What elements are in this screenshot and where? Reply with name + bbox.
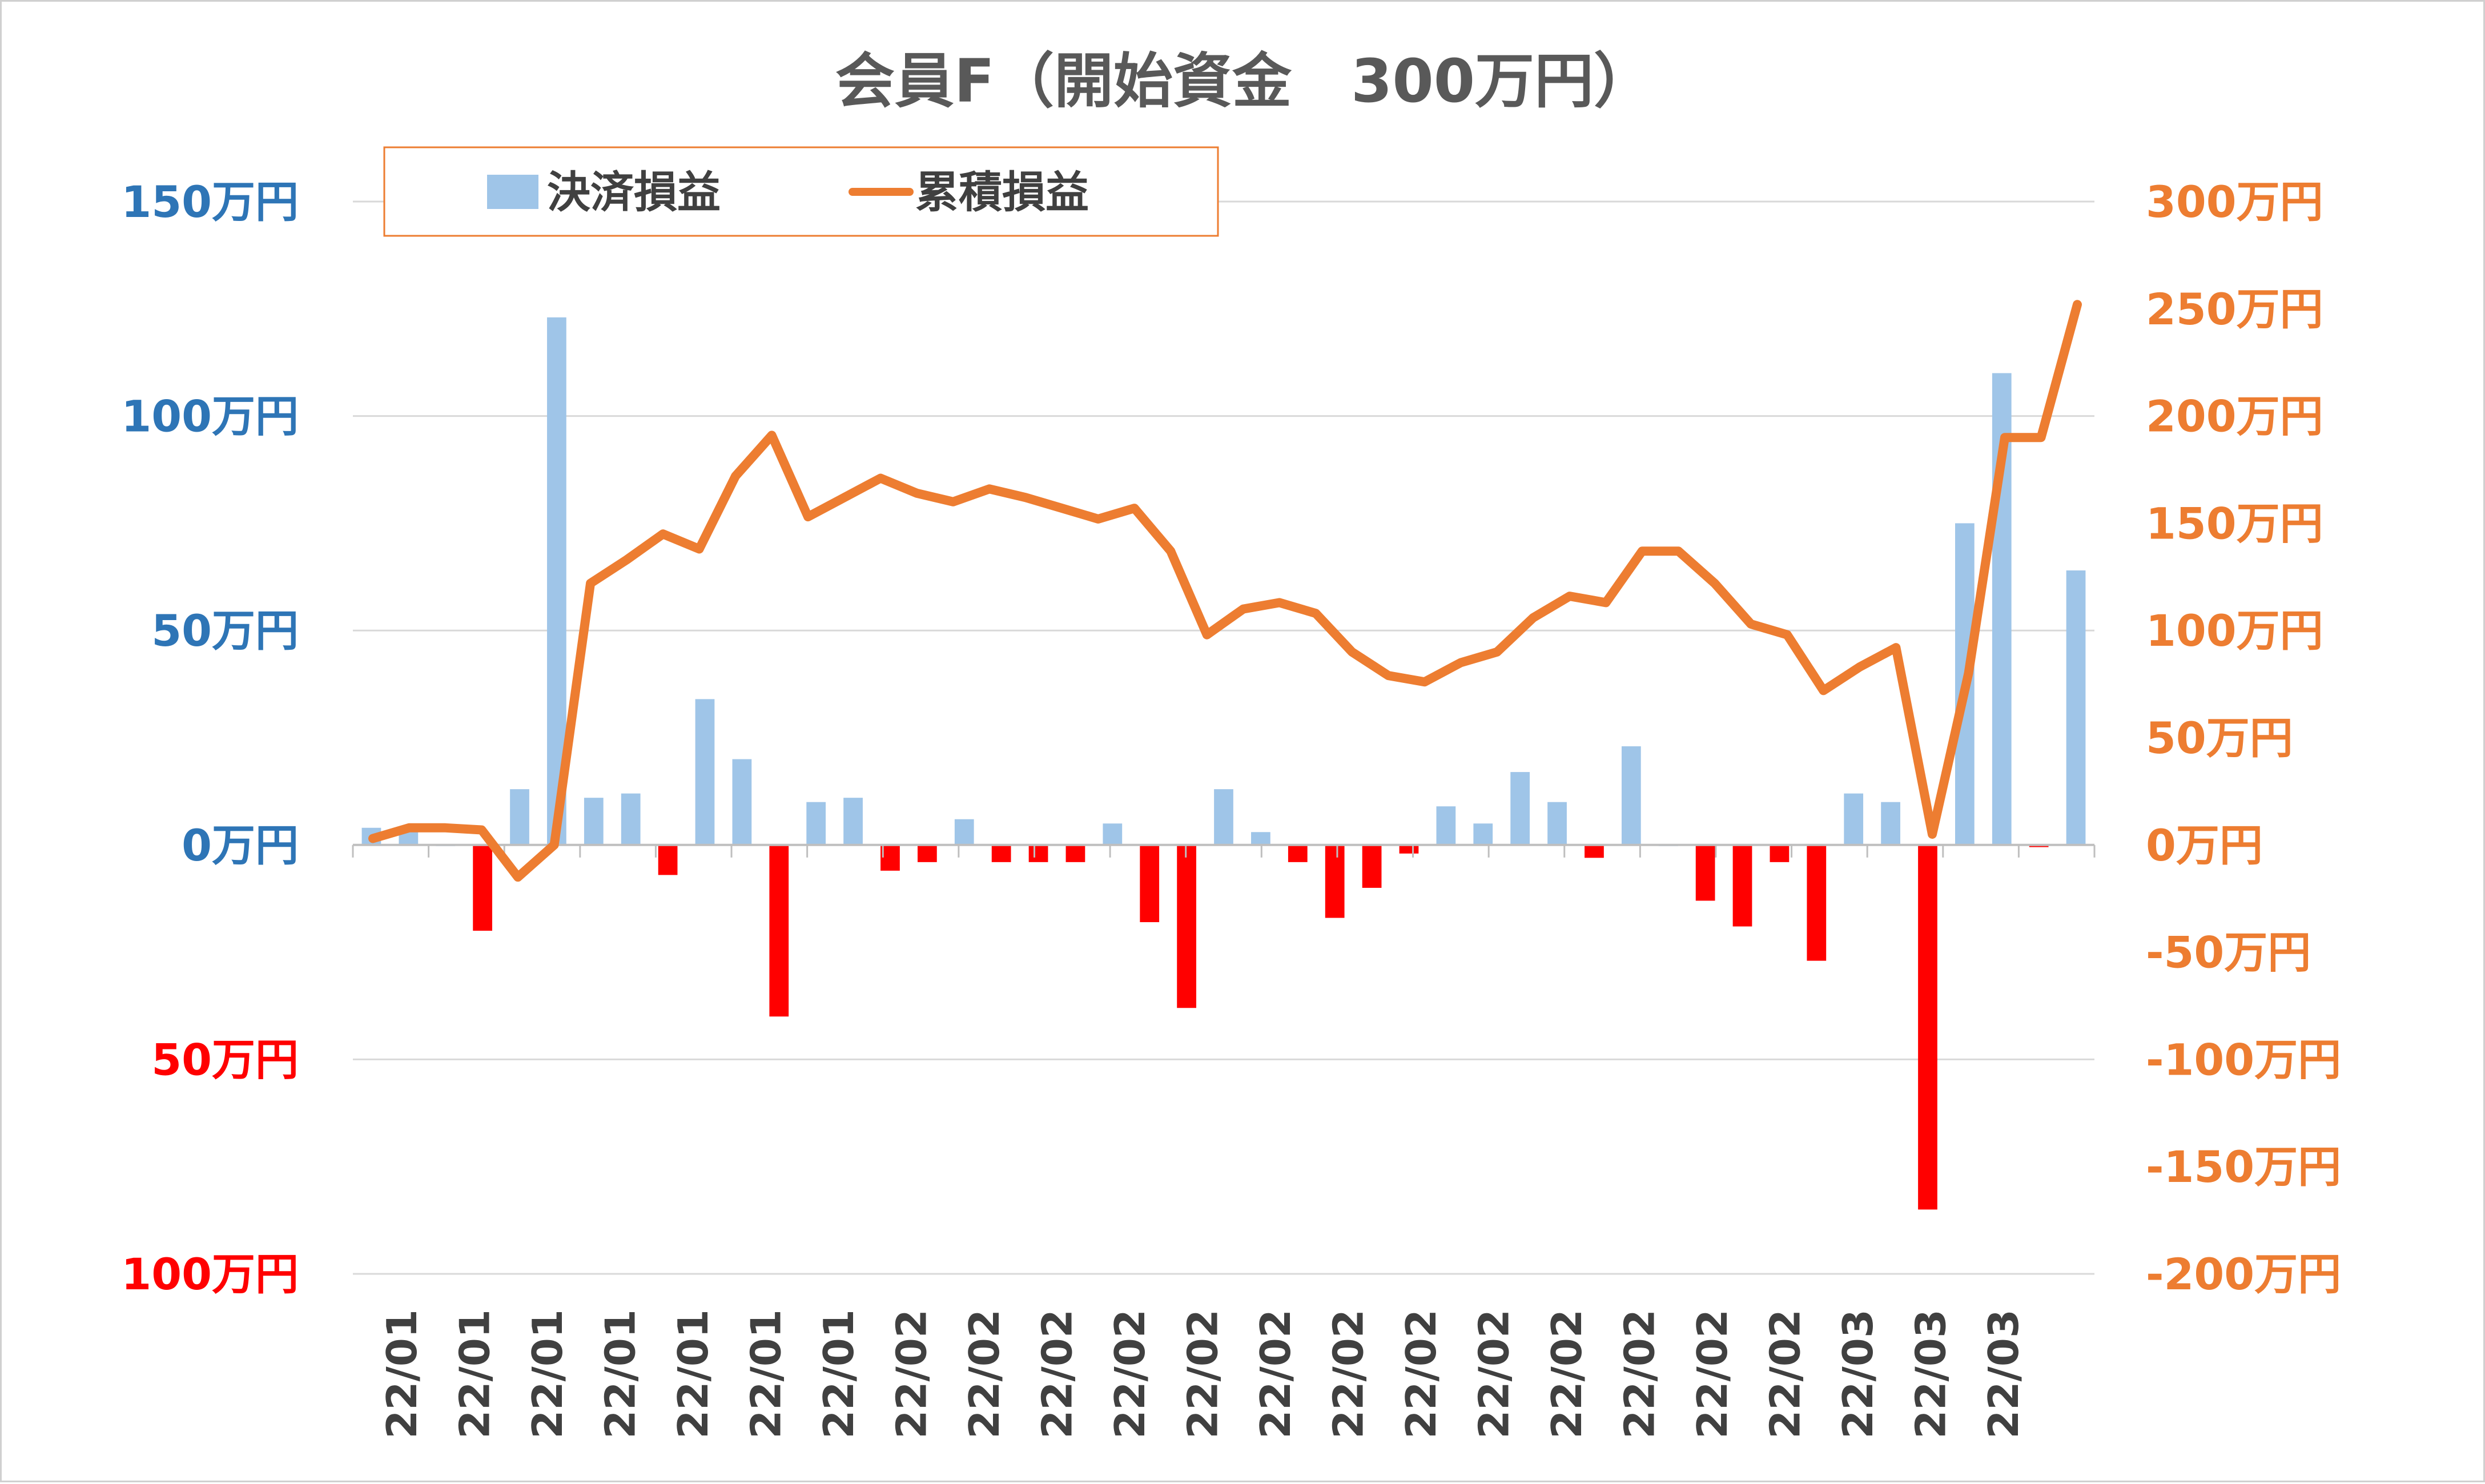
x-tick-label: 22/01 [742,1309,790,1439]
bar [1177,844,1196,1008]
x-tick-label: 22/02 [888,1309,936,1439]
left-tick-label: 150万円 [121,176,299,227]
bar [1251,832,1270,845]
left-tick-label: 50万円 [151,1034,299,1085]
left-axis-ticks: 150万円 100万円 50万円 0万円 50万円 100万円 [121,176,299,1300]
x-tick-label: 22/01 [378,1309,426,1439]
bar [510,789,529,845]
bar [991,844,1011,862]
right-tick-label: 300万円 [2146,176,2323,227]
bar [917,844,937,862]
bar [399,832,419,845]
right-tick-label: -150万円 [2146,1141,2341,1192]
x-tick-label: 22/02 [1397,1309,1445,1439]
left-tick-label: 100万円 [121,1249,299,1300]
right-tick-label: 150万円 [2146,498,2323,549]
chart-title: 会員F（開始資金 300万円） [835,46,1653,116]
bar [695,699,715,845]
cumulative-line [368,300,2082,882]
left-tick-label: 100万円 [121,391,299,442]
bar [1325,844,1345,918]
right-tick-label: 0万円 [2146,820,2263,871]
bar [1510,772,1530,845]
bar [584,798,604,845]
x-tick-label: 22/02 [960,1309,1008,1439]
bar [1065,844,1085,862]
bar [1473,823,1493,845]
x-axis-ticks: 22/01 22/01 22/01 22/01 22/01 22/01 22/01 22/02… [378,1309,2028,1439]
left-tick-label: 0万円 [182,820,299,871]
x-tick-label: 22/02 [1616,1309,1664,1439]
bar [1881,802,1900,845]
bar [1028,844,1048,862]
bar [1770,844,1790,862]
line-series [368,300,2082,882]
left-tick-label: 50万円 [151,605,299,656]
bar-series [361,317,2086,1210]
x-tick-label: 22/02 [1688,1309,1736,1439]
legend-label-bar: 決済損益 [547,167,721,218]
x-tick-label: 22/01 [669,1309,717,1439]
bar [1399,844,1419,854]
right-tick-label: 250万円 [2146,284,2323,335]
bar [1621,746,1641,845]
x-tick-label: 22/02 [1325,1309,1373,1439]
bar [1807,844,1827,961]
x-tick-label: 22/02 [1034,1309,1081,1439]
x-tick-label: 22/02 [1106,1309,1154,1439]
bar [1103,823,1123,845]
bar [732,759,752,845]
bar [2066,570,2086,845]
bar [954,819,974,845]
bar [1362,844,1382,888]
x-tick-label: 22/03 [1834,1309,1882,1439]
right-tick-label: -100万円 [2146,1034,2341,1085]
bar [1436,806,1456,845]
bar [1214,789,1233,845]
axes [352,843,2096,858]
bar [621,793,641,845]
bar [806,802,826,845]
right-tick-label: 50万円 [2146,713,2293,763]
bar [1585,844,1604,858]
x-tick-label: 22/02 [1252,1309,1300,1439]
legend: 決済損益 累積損益 [383,146,1219,237]
bar [658,844,678,875]
right-tick-label: 100万円 [2146,605,2323,656]
x-tick-label: 22/01 [597,1309,645,1439]
bar [1547,802,1567,845]
bar [769,844,789,1017]
bar [1844,793,1864,845]
bar [1918,844,1937,1210]
bar [1732,844,1752,927]
bar [473,844,492,931]
right-axis-ticks: 300万円 250万円 200万円 150万円 100万円 50万円 0万円 -50万円 -10… [2146,176,2341,1300]
bar [843,798,863,845]
gridlines [353,200,2094,1275]
x-tick-label: 22/02 [1470,1309,1518,1439]
x-tick-label: 22/01 [451,1309,499,1439]
x-tick-label: 22/03 [1980,1309,2028,1439]
x-tick-label: 22/01 [524,1309,572,1439]
right-tick-label: 200万円 [2146,391,2323,442]
x-tick-label: 22/02 [1543,1309,1591,1439]
x-tick-label: 22/03 [1907,1309,1955,1439]
right-tick-label: -200万円 [2146,1249,2341,1300]
legend-bar-swatch [487,175,538,209]
x-tick-label: 22/02 [1179,1309,1227,1439]
bar [1695,844,1715,901]
x-tick-label: 22/01 [815,1309,863,1439]
bar [1288,844,1308,862]
right-tick-label: -50万円 [2146,927,2311,978]
x-tick-label: 22/02 [1762,1309,1810,1439]
legend-label-line: 累積損益 [915,167,1089,218]
bar [1140,844,1160,923]
